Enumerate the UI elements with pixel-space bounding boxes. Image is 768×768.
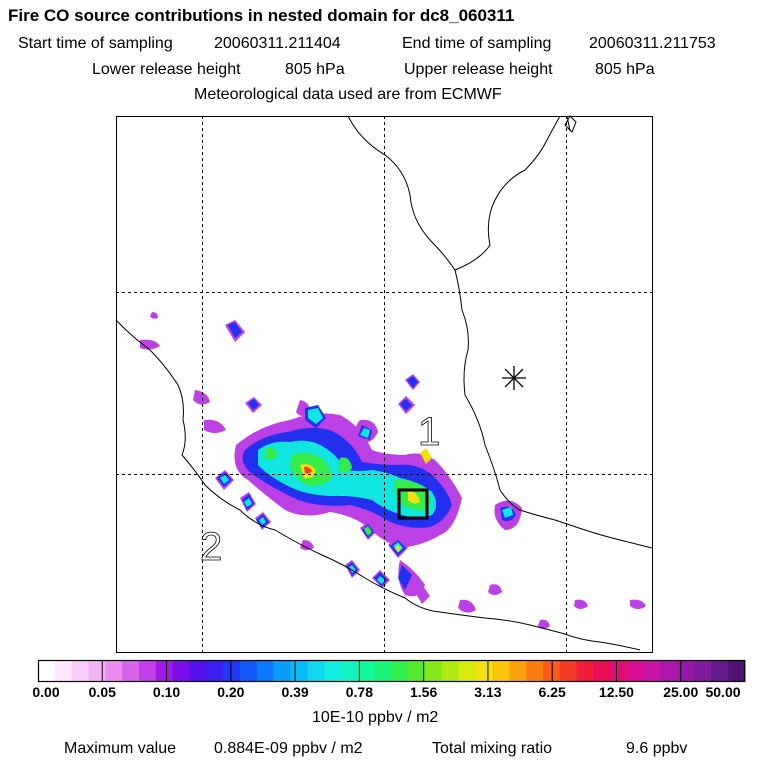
lower-height-value: 805 hPa: [285, 61, 345, 78]
colorbar-tick-label: 1.56: [410, 684, 438, 700]
colorbar-swatch: [458, 660, 477, 682]
colorbar-swatch: [627, 660, 645, 682]
colorbar-swatch: [105, 660, 123, 682]
colorbar-swatch: [475, 660, 493, 682]
colorbar-swatch: [576, 660, 594, 682]
colorbar-swatch: [256, 660, 275, 682]
colorbar-swatch: [357, 660, 376, 682]
colorbar-swatch: [307, 660, 325, 682]
receptor-box-marker: [397, 488, 429, 520]
colorbar-swatch: [543, 660, 561, 682]
colorbar-swatch: [694, 660, 712, 682]
colorbar-swatch: [139, 660, 157, 682]
colorbar-tick-label: 25.00: [663, 684, 699, 700]
colorbar-swatch: [374, 660, 392, 682]
upper-height-value: 805 hPa: [595, 61, 655, 78]
colorbar-swatch: [677, 660, 695, 682]
colorbar-swatch: [509, 660, 527, 682]
colorbar-swatch: [644, 660, 662, 682]
colorbar-swatch: [526, 660, 544, 682]
met-data-note: Meteorological data used are from ECMWF: [194, 86, 502, 103]
colorbar-swatch: [155, 660, 174, 682]
colorbar-swatch: [223, 660, 241, 682]
colorbar-tick-label: 0.00: [32, 684, 60, 700]
asterisk-marker: [502, 366, 526, 390]
colorbar-swatch: [273, 660, 291, 682]
colorbar-swatch: [711, 660, 729, 682]
colorbar-swatch: [492, 660, 510, 682]
marker-label-2: 2: [200, 525, 222, 569]
plume-layer: [140, 312, 646, 629]
colorbar-swatch: [610, 660, 628, 682]
colorbar-swatch: [391, 660, 409, 682]
total-mixing-label: Total mixing ratio: [432, 740, 553, 757]
colorbar-swatch: [206, 660, 224, 682]
colorbar-swatch: [341, 660, 359, 682]
colorbar-tick-label: 0.78: [345, 684, 373, 700]
max-value: 0.884E-09 ppbv / m2: [214, 740, 363, 757]
colorbar-tick-label: 12.50: [598, 684, 634, 700]
colorbar-swatch: [442, 660, 460, 682]
start-time-label: Start time of sampling: [18, 35, 173, 52]
colorbar: [38, 660, 746, 682]
colorbar-swatch: [425, 660, 443, 682]
end-time-value: 20060311.211753: [589, 35, 716, 52]
max-value-label: Maximum value: [64, 740, 177, 757]
colorbar-tick-label: 3.13: [474, 684, 502, 700]
colorbar-swatch: [71, 660, 89, 682]
colorbar-swatch: [408, 660, 426, 682]
colorbar-swatch: [38, 660, 56, 682]
colorbar-swatch: [172, 660, 190, 682]
colorbar-swatch: [593, 660, 611, 682]
marker-label-1: 1: [418, 410, 440, 454]
colorbar-units: 10E-10 ppbv / m2: [312, 709, 439, 726]
colorbar-swatch: [88, 660, 106, 682]
colorbar-tick-label: 0.05: [88, 684, 116, 700]
end-time-label: End time of sampling: [402, 35, 552, 52]
colorbar-swatch: [324, 660, 342, 682]
plume-red: [304, 466, 312, 474]
upper-height-label: Upper release height: [404, 61, 553, 78]
map-title: Fire CO source contributions in nested d…: [8, 6, 515, 25]
colorbar-swatch: [559, 660, 578, 682]
colorbar-swatch: [728, 660, 746, 682]
colorbar-swatch: [290, 660, 308, 682]
colorbar-swatch: [122, 660, 140, 682]
lower-height-label: Lower release height: [92, 61, 241, 78]
graticule: [116, 116, 652, 652]
total-mixing-value: 9.6 ppbv: [626, 740, 688, 757]
colorbar-swatch: [189, 660, 207, 682]
colorbar-frame: [37, 659, 746, 683]
colorbar-tick-label: 0.39: [281, 684, 309, 700]
colorbar-tick-label: 6.25: [538, 684, 566, 700]
colorbar-tick-label: 0.20: [217, 684, 245, 700]
coastline-layer: [115, 115, 653, 651]
start-time-value: 20060311.211404: [214, 35, 341, 52]
colorbar-swatch: [240, 660, 258, 682]
colorbar-swatch: [660, 660, 679, 682]
colorbar-tick-label: 50.00: [705, 684, 741, 700]
colorbar-swatch: [54, 660, 73, 682]
colorbar-tick-label: 0.10: [152, 684, 181, 700]
